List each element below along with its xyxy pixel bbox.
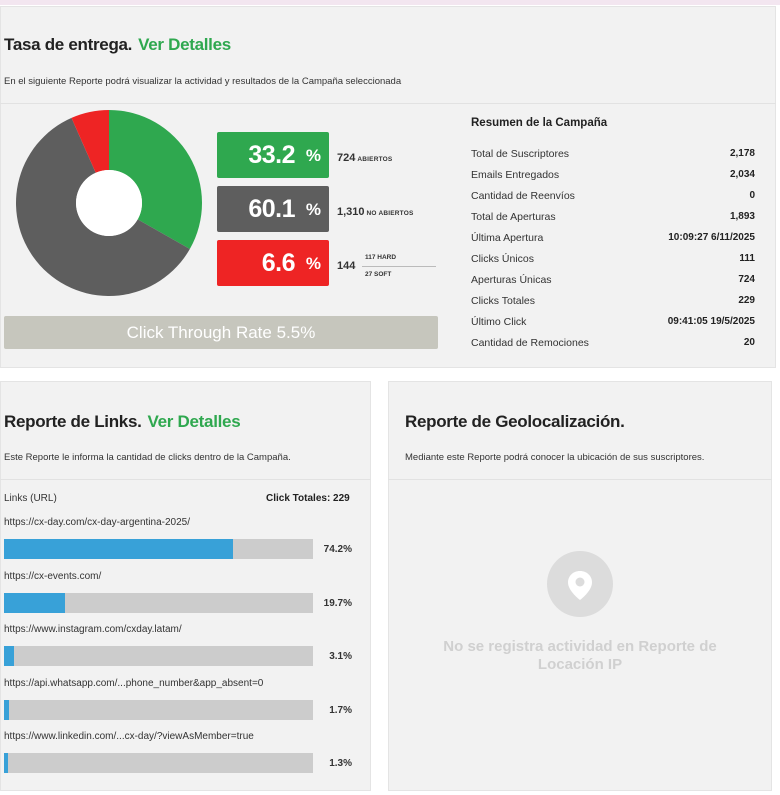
location-pin-icon <box>547 551 613 617</box>
summary-row-label: Clicks Únicos <box>471 253 535 265</box>
geo-title: Reporte de Geolocalización. <box>405 412 625 431</box>
bounced-hard: 117 HARD <box>365 254 397 261</box>
delivery-description: En el siguiente Reporte podrá visualizar… <box>4 76 402 87</box>
link-bar-track <box>4 699 313 720</box>
links-title: Reporte de Links. Ver Detalles <box>4 412 241 432</box>
links-column-label: Links (URL) <box>4 493 57 504</box>
summary-title: Resumen de la Campaña <box>471 117 608 129</box>
not-opened-percent-sign: % <box>305 200 321 219</box>
summary-row-value: 10:09:27 6/11/2025 <box>668 232 755 243</box>
link-percent: 3.1% <box>329 651 352 662</box>
summary-row-value: 229 <box>738 295 755 306</box>
delivery-title: Tasa de entrega. Ver Detalles <box>4 35 231 55</box>
donut-slice-opened <box>109 110 202 249</box>
summary-row-label: Cantidad de Reenvíos <box>471 190 575 202</box>
summary-row-value: 1,893 <box>729 211 755 222</box>
donut-hole <box>76 170 142 236</box>
link-percent: 1.7% <box>329 704 352 716</box>
summary-row-value: 20 <box>743 337 755 348</box>
link-url[interactable]: https://api.whatsapp.com/...phone_number… <box>4 677 264 689</box>
bounced-percent: 6.6 <box>261 249 296 277</box>
link-bar-track <box>4 753 313 773</box>
summary-row-label: Clicks Totales <box>471 295 535 307</box>
link-bar-fill <box>4 592 65 613</box>
summary-row-value: 09:41:05 19/5/2025 <box>667 316 755 327</box>
bounced-split-line <box>362 266 436 267</box>
geo-empty-message: No se registra actividad en Reporte de L… <box>443 638 717 673</box>
summary-row: Aperturas Únicas 724 <box>471 274 755 286</box>
summary-row-label: Total de Aperturas <box>471 211 556 223</box>
not-opened-count: 1,310 NO ABIERTOS <box>337 206 414 218</box>
summary-row-label: Cantidad de Remociones <box>471 337 589 349</box>
click-through-rate-bar: Click Through Rate 5.5% <box>4 316 438 349</box>
bounced-count: 144 <box>337 260 356 272</box>
opened-percent: 33.2 <box>248 141 295 169</box>
delivery-details-link[interactable]: Ver Detalles <box>138 35 231 54</box>
link-bar-fill <box>4 699 10 720</box>
link-url[interactable]: https://cx-events.com/ <box>4 570 102 582</box>
link-bar-track <box>4 646 313 666</box>
link-percent: 19.7% <box>323 597 352 609</box>
summary-row-label: Aperturas Únicas <box>471 274 552 286</box>
links-divider <box>0 479 371 480</box>
link-url[interactable]: https://cx-day.com/cx-day-argentina-2025… <box>4 517 191 528</box>
link-percent: 74.2% <box>323 544 352 555</box>
opened-count: 724 ABIERTOS <box>337 152 392 164</box>
not-opened-percent: 60.1 <box>248 195 295 223</box>
summary-row: Emails Entregados 2,034 <box>471 169 755 181</box>
opened-count-label: ABIERTOS <box>357 156 393 163</box>
links-description: Este Reporte le informa la cantidad de c… <box>4 452 291 463</box>
summary-row: Cantidad de Remociones 20 <box>471 337 755 349</box>
summary-row: Cantidad de Reenvíos 0 <box>471 190 755 202</box>
summary-row-value: 2,034 <box>729 169 755 180</box>
bounced-percent-sign: % <box>305 254 321 273</box>
summary-row: Última Apertura 10:09:27 6/11/2025 <box>471 232 755 244</box>
delivery-title-text: Tasa de entrega. <box>4 35 133 54</box>
bounced-stat-box: 6.6 % <box>217 240 329 286</box>
geo-divider <box>388 479 772 480</box>
not-opened-count-label: NO ABIERTOS <box>366 210 414 217</box>
link-bar-fill <box>4 539 234 559</box>
links-details-link[interactable]: Ver Detalles <box>147 412 241 431</box>
summary-row-label: Última Apertura <box>471 232 544 244</box>
not-opened-stat-box: 60.1 % <box>217 186 329 232</box>
summary-row: Último Click 09:41:05 19/5/2025 <box>471 316 755 328</box>
donut-slice-bounced <box>71 110 109 173</box>
link-url[interactable]: https://www.linkedin.com/...cx-day/?view… <box>4 731 254 742</box>
links-total-clicks: Click Totales: 229 <box>266 493 350 504</box>
donut-slice-not-opened <box>15 117 190 296</box>
summary-row-label: Total de Suscriptores <box>471 148 570 160</box>
not-opened-count-value: 1,310 <box>337 206 365 218</box>
link-bar-fill <box>4 753 9 773</box>
links-title-text: Reporte de Links. <box>4 412 142 431</box>
summary-row-value: 111 <box>739 253 755 264</box>
summary-row-value: 724 <box>738 274 755 285</box>
summary-row: Clicks Únicos 111 <box>471 253 755 265</box>
link-url[interactable]: https://www.instagram.com/cxday.latam/ <box>4 624 182 635</box>
link-bar-track <box>4 592 313 613</box>
top-accent-line <box>0 0 780 5</box>
opened-count-value: 724 <box>337 152 356 164</box>
link-bar-fill <box>4 646 14 666</box>
summary-row: Clicks Totales 229 <box>471 295 755 307</box>
link-bar-track <box>4 539 313 559</box>
bounced-soft: 27 SOFT <box>365 271 392 278</box>
delivery-divider <box>0 103 776 104</box>
summary-row-value: 0 <box>749 190 755 201</box>
summary-row-label: Emails Entregados <box>471 169 560 181</box>
opened-stat-box: 33.2 % <box>217 132 329 178</box>
delivery-donut-chart <box>15 110 202 296</box>
summary-row: Total de Suscriptores 2,178 <box>471 148 755 160</box>
summary-row: Total de Aperturas 1,893 <box>471 211 755 223</box>
summary-row-value: 2,178 <box>729 148 755 159</box>
summary-row-label: Último Click <box>471 316 527 328</box>
opened-percent-sign: % <box>305 146 321 165</box>
link-percent: 1.3% <box>329 758 352 769</box>
geo-description: Mediante este Reporte podrá conocer la u… <box>405 452 705 463</box>
links-report-panel <box>0 381 371 791</box>
